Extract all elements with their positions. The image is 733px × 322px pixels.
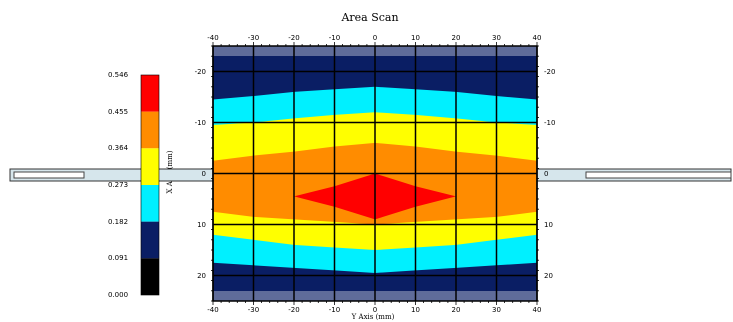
x-tick-label-top-0: -40 (207, 34, 218, 42)
x-tick-label-top-3: -10 (329, 34, 340, 42)
x-tick-label-top-5: 10 (411, 34, 420, 42)
x-tick-label-bottom-1: -30 (248, 306, 259, 314)
x-tick-label-top-7: 30 (492, 34, 501, 42)
x-tick-label-bottom-0: -40 (207, 306, 218, 314)
y-tick-label-left-4: 20 (197, 272, 206, 280)
y-tick-label-left-2: 0 (202, 170, 206, 178)
y-tick-label-left-0: -20 (195, 68, 206, 76)
x-tick-label-bottom-7: 30 (492, 306, 501, 314)
x-tick-label-top-8: 40 (533, 34, 542, 42)
colorbar-segment-4 (141, 111, 159, 149)
chart-title: Area Scan (341, 11, 399, 24)
x-tick-label-top-1: -30 (248, 34, 259, 42)
y-tick-label-right-1: -10 (544, 119, 555, 127)
x-tick-label-bottom-2: -20 (288, 306, 299, 314)
colorbar-tick-label-6: 0.546 (108, 71, 129, 79)
colorbar-tick-label-1: 0.091 (108, 254, 129, 263)
colorbar-tick-label-4: 0.364 (108, 144, 129, 153)
x-tick-label-bottom-8: 40 (533, 306, 542, 314)
x-tick-label-bottom-3: -10 (329, 306, 340, 314)
y-tick-label-left-1: -10 (195, 119, 206, 127)
colorbar-tick-label-2: 0.182 (108, 217, 129, 226)
colorbar-tick-label-3: 0.273 (108, 181, 129, 189)
x-tick-label-bottom-5: 10 (411, 306, 420, 314)
y-tick-label-right-0: -20 (544, 68, 555, 76)
x-tick-label-bottom-4: 0 (373, 306, 377, 314)
colorbar-frame (140, 74, 160, 296)
y-tick-label-left-3: 10 (197, 221, 206, 229)
colorbar-segment-5 (141, 75, 159, 112)
x-tick-label-top-4: 0 (373, 34, 377, 42)
x-tick-label-bottom-6: 20 (452, 306, 461, 314)
colorbar-segment-3 (141, 148, 159, 185)
x-axis-label: Y Axis (mm) (351, 313, 395, 321)
y-tick-label-right-3: 10 (544, 221, 553, 229)
y-tick-label-right-2: 0 (544, 170, 548, 178)
probe-bar (9, 168, 732, 182)
colorbar-tick-label-0: 0.000 (108, 291, 129, 299)
colorbar-segment-0 (141, 258, 159, 295)
x-tick-label-top-6: 20 (452, 34, 461, 42)
colorbar-segment-2 (141, 185, 159, 222)
colorbar-tick-label-5: 0.455 (108, 107, 129, 116)
y-tick-label-right-4: 20 (544, 272, 553, 280)
x-tick-label-top-2: -20 (288, 34, 299, 42)
colorbar-segment-1 (141, 221, 159, 259)
